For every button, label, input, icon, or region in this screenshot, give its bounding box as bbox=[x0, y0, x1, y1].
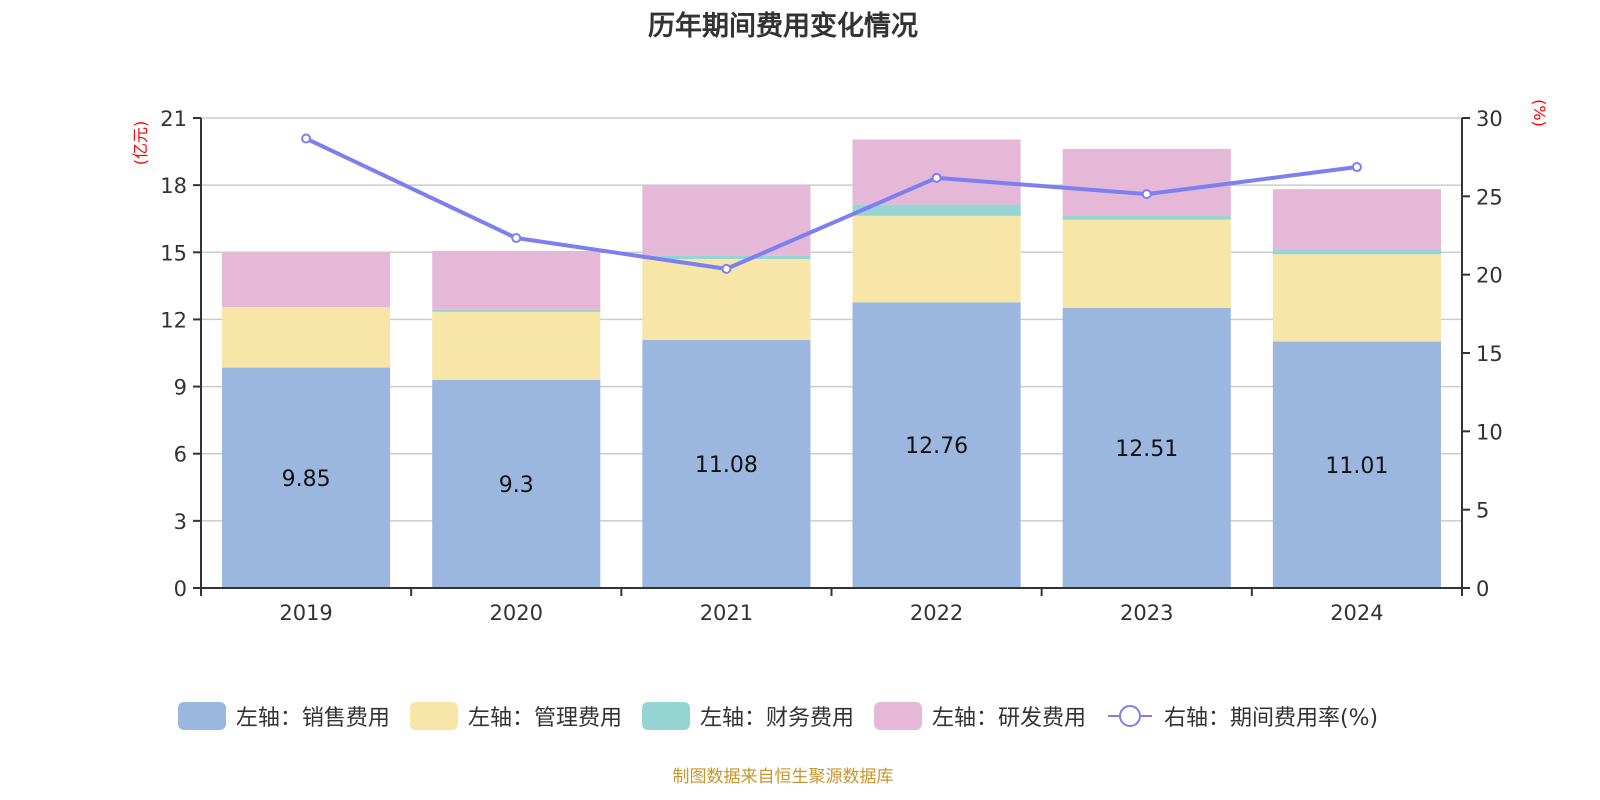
bar-sales bbox=[642, 340, 811, 588]
rate-line-series bbox=[301, 133, 1362, 274]
right-axis-tick-label: 25 bbox=[1476, 185, 1503, 209]
right-axis-tick-label: 30 bbox=[1476, 107, 1503, 131]
bar-data-label: 11.01 bbox=[1325, 454, 1388, 479]
right-axis-unit-label: (%) bbox=[1530, 99, 1549, 127]
grid-lines bbox=[201, 117, 1462, 522]
left-axis-tick-label: 18 bbox=[160, 174, 187, 198]
x-axis-tick-label: 2021 bbox=[700, 601, 753, 625]
left-axis-tick-label: 9 bbox=[174, 376, 187, 400]
right-axis-tick-label: 10 bbox=[1476, 420, 1503, 444]
rate-line-point bbox=[1141, 189, 1152, 200]
chart-title: 历年期间费用变化情况 bbox=[648, 11, 918, 42]
bar-data-label: 9.3 bbox=[499, 473, 534, 498]
x-axis-tick-label: 2023 bbox=[1120, 601, 1173, 625]
bar-finance bbox=[1062, 215, 1231, 220]
bar-finance bbox=[1272, 250, 1441, 255]
rate-line-point bbox=[301, 133, 312, 144]
left-axis-tick-label: 0 bbox=[174, 577, 187, 601]
legend: 左轴：销售费用 左轴：管理费用 左轴：财务费用 左轴：研发费用 右轴：期间费用率(%) bbox=[0, 700, 1556, 732]
bar-finance bbox=[432, 309, 601, 312]
legend-line-marker-icon bbox=[1107, 705, 1152, 727]
bar-management bbox=[1062, 219, 1231, 309]
rate-line-point bbox=[511, 233, 522, 244]
bar-rnd bbox=[852, 139, 1021, 205]
legend-swatch bbox=[409, 702, 458, 730]
x-axis-tick-label: 2024 bbox=[1330, 601, 1383, 625]
bar-rnd bbox=[1062, 148, 1231, 216]
legend-label: 左轴：研发费用 bbox=[931, 706, 1086, 731]
legend-label: 左轴：销售费用 bbox=[235, 706, 390, 731]
x-axis-tick-label: 2019 bbox=[279, 601, 332, 625]
bar-sales bbox=[432, 379, 601, 588]
right-axis-tick-label: 20 bbox=[1476, 264, 1503, 288]
data-labels: 9.85 9.3 11.08 12.76 12.51 11.01 bbox=[282, 434, 1389, 498]
legend-swatch bbox=[177, 702, 226, 730]
bar-sales bbox=[222, 367, 391, 588]
left-axis-tick-label: 15 bbox=[160, 241, 187, 265]
bar-sales bbox=[852, 302, 1021, 588]
legend-item-rnd[interactable]: 左轴：研发费用 bbox=[873, 700, 1086, 732]
rate-line bbox=[305, 136, 1358, 271]
bar-management bbox=[1272, 254, 1441, 342]
right-axis-tick-label: 5 bbox=[1476, 499, 1489, 523]
bar-finance bbox=[852, 204, 1021, 216]
axes: 0 3 6 9 12 15 18 21 0 5 10 15 20 25 30 2019 2020 2021 2022… bbox=[160, 107, 1502, 625]
x-axis-tick-label: 2022 bbox=[910, 601, 963, 625]
bar-management bbox=[852, 215, 1021, 303]
x-axis-tick-label: 2020 bbox=[490, 601, 543, 625]
legend-item-rate_line[interactable]: 右轴：期间费用率(%) bbox=[1106, 700, 1378, 732]
bar-sales bbox=[1062, 308, 1231, 588]
bar-management bbox=[222, 307, 391, 368]
legend-label: 右轴：期间费用率(%) bbox=[1163, 706, 1379, 731]
bar-data-label: 12.51 bbox=[1115, 437, 1178, 462]
bar-rnd bbox=[432, 250, 601, 310]
rate-line-point bbox=[721, 263, 732, 274]
right-axis-tick-label: 0 bbox=[1476, 577, 1489, 601]
right-axis-tick-label: 15 bbox=[1476, 342, 1503, 366]
legend-item-finance[interactable]: 左轴：财务费用 bbox=[641, 700, 854, 732]
bar-rnd bbox=[222, 252, 391, 308]
legend-label: 左轴：管理费用 bbox=[467, 706, 622, 731]
bar-rnd bbox=[1272, 189, 1441, 251]
source-footer: 制图数据来自恒生聚源数据库 bbox=[672, 767, 894, 787]
legend-swatch bbox=[641, 702, 690, 730]
left-axis-tick-label: 21 bbox=[160, 107, 187, 131]
bar-data-label: 12.76 bbox=[905, 434, 968, 459]
left-axis-tick-label: 3 bbox=[174, 510, 187, 534]
bar-finance bbox=[642, 255, 811, 259]
bar-sales bbox=[1272, 341, 1441, 588]
bar-data-label: 9.85 bbox=[282, 467, 331, 492]
legend-item-management[interactable]: 左轴：管理费用 bbox=[409, 700, 622, 732]
left-axis-tick-label: 12 bbox=[160, 308, 187, 332]
bar-management bbox=[432, 311, 601, 380]
legend-label: 左轴：财务费用 bbox=[699, 706, 854, 731]
legend-item-sales[interactable]: 左轴：销售费用 bbox=[177, 700, 390, 732]
rate-line-point bbox=[931, 172, 942, 183]
bar-data-label: 11.08 bbox=[695, 453, 758, 478]
rate-line-point bbox=[1351, 162, 1362, 173]
left-axis-unit-label: (亿元) bbox=[131, 121, 150, 166]
left-axis-tick-label: 6 bbox=[174, 443, 187, 467]
bars bbox=[222, 139, 1441, 588]
legend-swatch bbox=[873, 702, 922, 730]
